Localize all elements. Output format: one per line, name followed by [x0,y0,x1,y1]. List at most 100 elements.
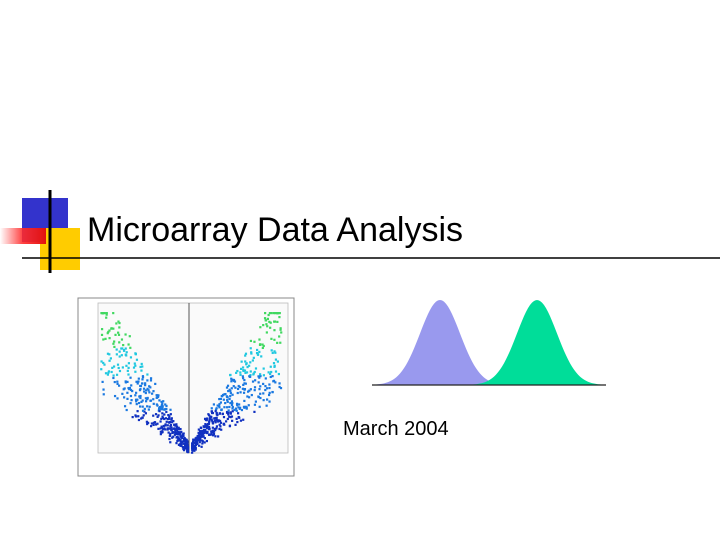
scatter-dot [134,370,137,373]
scatter-dot [138,395,141,398]
scatter-dot [258,388,261,391]
scatter-dot [169,432,172,435]
scatter-dot [186,445,189,448]
scatter-dot [256,353,260,356]
scatter-dot [276,341,279,344]
scatter-dot [105,312,108,315]
scatter-dot [194,448,197,451]
scatter-dot [167,427,171,430]
scatter-dot [277,312,280,315]
scatter-dot [241,366,245,369]
scatter-dot [243,399,246,403]
scatter-dot [212,430,216,433]
scatter-dot [202,425,205,428]
scatter-dot [165,404,168,408]
scatter-dot [146,422,149,426]
scatter-dot [102,393,105,396]
scatter-dot [248,389,251,392]
scatter-dot [180,430,183,434]
scatter-dot [179,442,182,446]
scatter-dot [168,434,171,437]
scatter-dot [211,426,214,429]
scatter-dot [233,380,237,383]
scatter-dot [103,312,106,315]
scatter-dot [227,411,230,414]
scatter-dot [183,436,186,440]
scatter-dot [226,417,229,421]
scatter-dot [217,419,220,422]
scatter-dot [160,400,163,403]
scatter-dot [141,399,144,402]
scatter-dot [162,424,165,428]
scatter-dot [192,438,195,441]
scatter-dot [205,431,209,435]
scatter-dot [212,403,215,406]
scatter-dot [100,333,104,337]
scatter-dot [249,373,252,377]
scatter-dot [230,387,233,390]
scatter-dot [191,449,195,452]
scatter-dot [193,446,196,450]
scatter-dot [261,343,264,346]
scatter-dot [231,402,234,405]
scatter-dot [118,350,121,353]
scatter-dot [250,352,253,355]
scatter-dot [255,348,259,352]
scatter-dot [213,417,217,420]
scatter-dot [169,425,172,428]
scatter-dot [245,371,249,374]
scatter-dot [100,328,104,331]
scatter-dot [141,378,144,381]
scatter-dot [269,372,272,376]
scatter-dot [118,369,122,373]
scatter-dot [229,392,232,395]
scatter-dot [198,444,201,447]
scatter-dot [141,376,145,379]
scatter-dot [169,408,172,411]
scatter-dot [230,403,234,407]
scatter-dot [125,364,128,367]
scatter-dot [130,384,133,387]
scatter-dot [269,321,272,324]
scatter-dot [218,427,221,431]
scatter-dot [193,439,196,442]
scatter-dot [143,407,146,411]
scatter-dot [144,384,147,387]
scatter-dot [160,430,164,433]
scatter-dot [215,407,218,410]
scatter-dot [139,396,142,400]
scatter-dot [164,428,167,431]
scatter-dot [117,333,121,336]
scatter-dot [266,325,269,328]
scatter-dot [277,372,280,376]
scatter-dot [217,420,220,423]
scatter-dot [162,400,165,403]
scatter-dot [125,408,128,412]
scatter-dot [228,397,231,401]
scatter-dot [202,435,205,438]
slide-title: Microarray Data Analysis [87,211,463,249]
scatter-dot [235,417,238,420]
scatter-dot [127,387,130,390]
scatter-dot [228,405,231,409]
scatter-dot [217,404,221,407]
scatter-dot [236,420,239,424]
scatter-dot [170,421,174,424]
scatter-dot [186,443,189,446]
scatter-dot [272,312,275,315]
scatter-dot [170,417,173,420]
scatter-dot [219,425,222,428]
scatter-dot [201,435,204,438]
scatter-dot [113,394,117,398]
scatter-dot [166,427,169,430]
scatter-dot [154,413,158,416]
scatter-dot [140,362,143,366]
scatter-dot [122,349,126,352]
scatter-dot [109,357,112,360]
scatter-dot [238,403,241,406]
scatter-dot [135,391,138,394]
distribution-left [372,300,512,385]
scatter-dot [249,388,252,391]
distribution-right [462,300,606,385]
scatter-dot [131,415,134,419]
